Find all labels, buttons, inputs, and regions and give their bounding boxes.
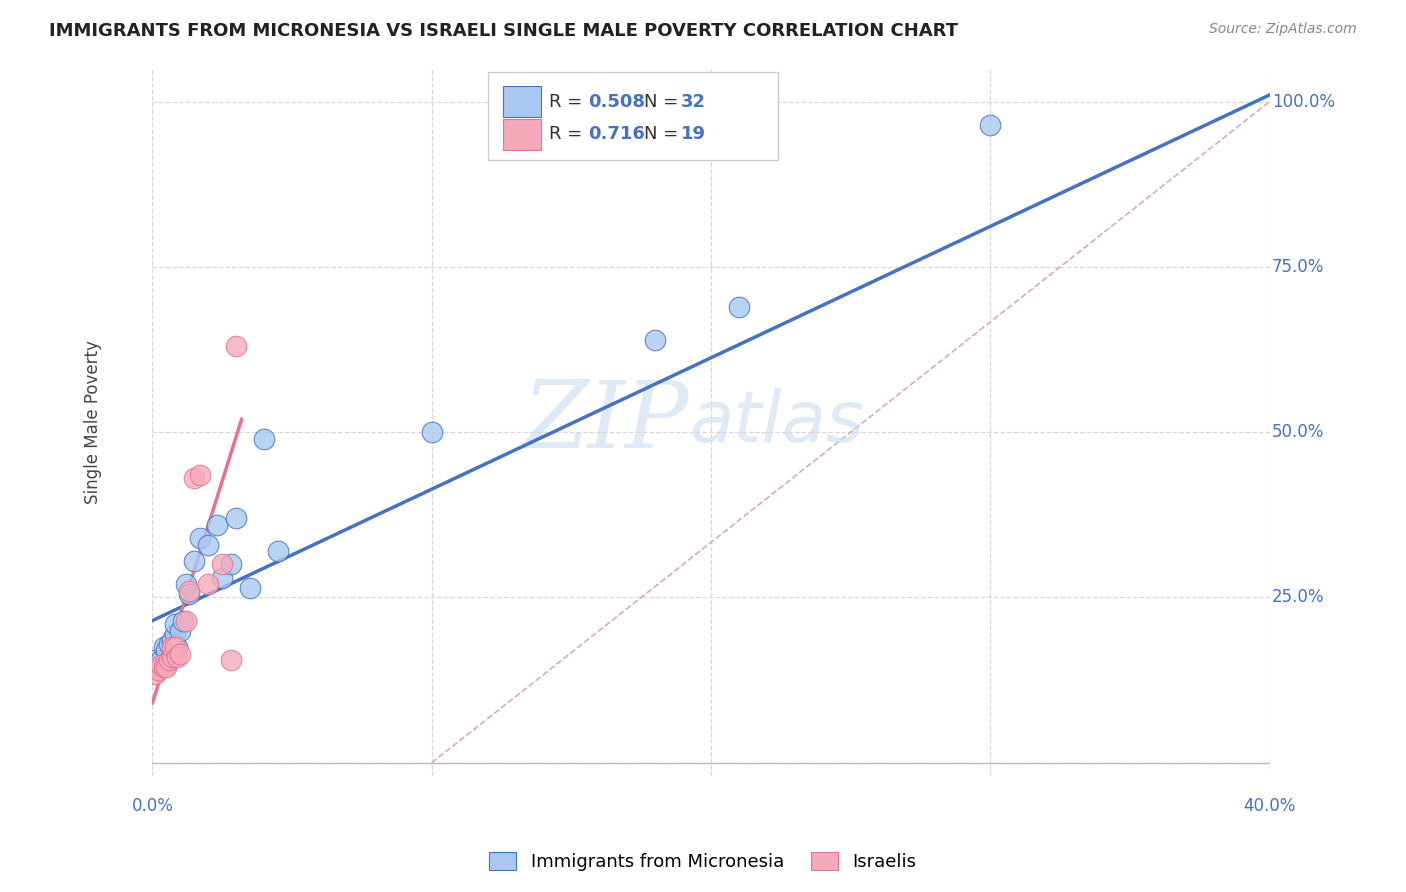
Text: 0.716: 0.716 [588,125,645,144]
Text: IMMIGRANTS FROM MICRONESIA VS ISRAELI SINGLE MALE POVERTY CORRELATION CHART: IMMIGRANTS FROM MICRONESIA VS ISRAELI SI… [49,22,959,40]
Point [183,554,205,568]
Point [163,640,186,654]
Point [169,647,191,661]
Point [163,616,186,631]
Point [172,614,194,628]
Point [197,577,219,591]
FancyBboxPatch shape [503,119,541,150]
Point [169,624,191,638]
FancyBboxPatch shape [488,72,778,161]
Text: R =: R = [548,125,588,144]
Text: 0.508: 0.508 [588,93,645,111]
Point [197,538,219,552]
Text: ZIP: ZIP [522,377,689,467]
Point [205,517,228,532]
Point [174,577,197,591]
Point [211,571,233,585]
Legend: Immigrants from Micronesia, Israelis: Immigrants from Micronesia, Israelis [482,845,924,879]
Point [149,657,172,672]
Point [225,511,247,525]
Point [253,432,276,446]
Point [166,650,188,665]
Point [177,587,200,601]
Point [160,650,183,665]
Text: 25.0%: 25.0% [1272,589,1324,607]
Point [177,583,200,598]
Point [143,666,166,681]
Point [143,653,166,667]
Point [211,558,233,572]
Point [225,339,247,353]
Point [152,660,174,674]
Point [239,581,262,595]
Text: Single Male Poverty: Single Male Poverty [84,341,103,504]
Point [267,544,290,558]
Text: 19: 19 [681,125,706,144]
Point [152,657,174,671]
Point [166,640,188,654]
Point [155,660,177,674]
Point [160,640,183,654]
Point [188,531,211,545]
Point [152,640,174,654]
Text: Source: ZipAtlas.com: Source: ZipAtlas.com [1209,22,1357,37]
Point [219,653,242,667]
Point [155,643,177,657]
Text: atlas: atlas [689,388,863,457]
Point [644,333,666,347]
Point [188,468,211,483]
Text: 40.0%: 40.0% [1243,797,1296,815]
FancyBboxPatch shape [503,86,541,117]
Point [219,558,242,572]
Text: N =: N = [644,93,683,111]
Point [157,653,180,667]
Text: N =: N = [644,125,683,144]
Text: 0.0%: 0.0% [131,797,173,815]
Text: 50.0%: 50.0% [1272,423,1324,442]
Point [174,614,197,628]
Point [979,118,1001,132]
Point [183,471,205,485]
Point [146,663,169,677]
Point [157,653,180,667]
Point [149,653,172,667]
Point [155,657,177,672]
Text: 100.0%: 100.0% [1272,93,1334,111]
Point [157,637,180,651]
Text: 32: 32 [681,93,706,111]
Point [160,633,183,648]
Point [728,300,751,314]
Point [163,627,186,641]
Text: R =: R = [548,93,588,111]
Point [420,425,443,440]
Point [146,660,169,674]
Point [160,650,183,665]
Text: 75.0%: 75.0% [1272,258,1324,276]
